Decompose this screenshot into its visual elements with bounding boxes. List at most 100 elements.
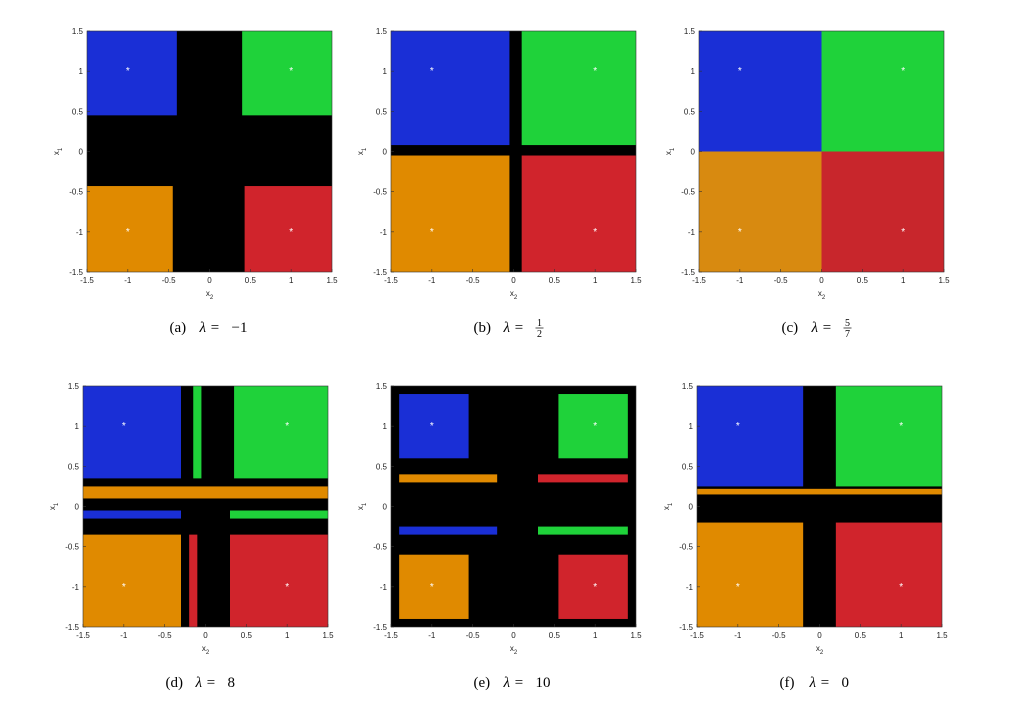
root-star: * <box>126 66 130 77</box>
y-axis-label-sub: 1 <box>58 147 64 151</box>
basin-region <box>521 31 636 146</box>
basin-region <box>234 386 328 479</box>
y-tick-label: -1.5 <box>373 268 387 277</box>
basin-region <box>538 474 628 483</box>
y-tick-label: 1.5 <box>376 382 388 391</box>
y-tick-label: 0.5 <box>376 107 388 116</box>
basin-region <box>391 31 510 146</box>
caption-label: (f) <box>780 675 795 691</box>
x-tick-label: 0 <box>511 276 516 285</box>
root-star: * <box>289 66 293 77</box>
y-tick-label: 1.5 <box>72 27 84 36</box>
x-tick-label: 1 <box>901 276 906 285</box>
y-tick-label: 0 <box>689 503 694 512</box>
x-tick-label: 1 <box>593 631 598 640</box>
x-tick-label: 0.5 <box>857 276 869 285</box>
y-axis-label-sub: 1 <box>362 502 368 506</box>
basin-region <box>821 151 944 272</box>
root-star: * <box>285 421 289 432</box>
y-tick-label: 1 <box>691 67 696 76</box>
x-tick-label: -0.5 <box>162 276 176 285</box>
y-tick-label: 1.5 <box>376 27 388 36</box>
x-axis-label-sub: 2 <box>514 650 518 656</box>
y-tick-label: 0 <box>79 148 84 157</box>
caption-param: λ = <box>809 675 830 691</box>
y-tick-label: -1.5 <box>681 268 695 277</box>
root-star: * <box>901 227 905 238</box>
y-axis-label-base: x <box>52 151 61 155</box>
basin-region <box>87 31 177 116</box>
x-tick-label: -1 <box>124 276 132 285</box>
caption-value: −1 <box>232 320 248 336</box>
y-axis-label: x1 <box>662 502 674 510</box>
basin-region <box>558 394 628 459</box>
y-axis-label-sub: 1 <box>668 502 674 506</box>
basin-region <box>83 386 181 479</box>
x-tick-label: 0 <box>511 631 516 640</box>
x-tick-label: -1.5 <box>80 276 94 285</box>
basin-region <box>83 486 328 499</box>
x-axis-label-base: x <box>202 644 206 653</box>
caption-label: (c) <box>782 320 799 336</box>
y-tick-label: -1 <box>686 583 694 592</box>
basin-region <box>399 526 498 535</box>
x-axis-label-base: x <box>818 289 822 298</box>
x-tick-label: -1 <box>736 276 744 285</box>
x-tick-label: 1 <box>289 276 294 285</box>
y-tick-label: -1 <box>380 228 388 237</box>
y-tick-label: 1.5 <box>684 27 696 36</box>
y-tick-label: -0.5 <box>679 543 693 552</box>
root-star: * <box>126 227 130 238</box>
basin-region <box>558 554 628 619</box>
x-tick-label: 0.5 <box>241 631 253 640</box>
root-star: * <box>593 582 597 593</box>
root-star: * <box>289 227 293 238</box>
x-tick-label: 0.5 <box>245 276 257 285</box>
caption-label: (b) <box>474 320 492 336</box>
caption-num: 5 <box>845 318 850 329</box>
x-tick-label: 1.5 <box>630 631 642 640</box>
caption-param: λ = <box>199 320 220 336</box>
y-tick-label: 0 <box>383 148 388 157</box>
root-star: * <box>899 582 903 593</box>
root-star: * <box>285 582 289 593</box>
basin-region <box>399 474 498 483</box>
root-star: * <box>122 421 126 432</box>
x-tick-label: 1.5 <box>630 276 642 285</box>
basin-region <box>391 155 510 272</box>
basin-region <box>399 554 469 619</box>
y-tick-label: 1.5 <box>682 382 694 391</box>
y-axis-label-sub: 1 <box>54 502 60 506</box>
x-tick-label: 1 <box>593 276 598 285</box>
y-tick-label: 1 <box>75 422 80 431</box>
y-tick-label: 1 <box>79 67 84 76</box>
x-tick-label: 0.5 <box>855 631 867 640</box>
basin-region <box>193 386 202 479</box>
root-star: * <box>430 582 434 593</box>
basin-region <box>699 31 822 152</box>
basin-region <box>697 488 942 495</box>
y-tick-label: 1 <box>689 422 694 431</box>
x-tick-label: 1.5 <box>936 631 948 640</box>
x-axis-label-sub: 2 <box>210 295 214 301</box>
y-tick-label: -1.5 <box>373 623 387 632</box>
root-star: * <box>736 421 740 432</box>
x-tick-label: 0.5 <box>549 631 561 640</box>
root-star: * <box>430 421 434 432</box>
y-tick-label: -1.5 <box>65 623 79 632</box>
x-axis-label-base: x <box>510 644 514 653</box>
root-star: * <box>430 66 434 77</box>
y-axis-label: x1 <box>664 147 676 155</box>
root-star: * <box>899 421 903 432</box>
x-tick-label: -0.5 <box>774 276 788 285</box>
x-tick-label: 1.5 <box>322 631 334 640</box>
basin-region <box>83 510 181 519</box>
basin-region <box>697 386 804 487</box>
x-axis-label-sub: 2 <box>206 650 210 656</box>
x-tick-label: 0 <box>817 631 822 640</box>
root-star: * <box>593 421 597 432</box>
caption-param: λ = <box>503 675 524 691</box>
y-tick-label: -0.5 <box>65 543 79 552</box>
y-tick-label: -1.5 <box>679 623 693 632</box>
